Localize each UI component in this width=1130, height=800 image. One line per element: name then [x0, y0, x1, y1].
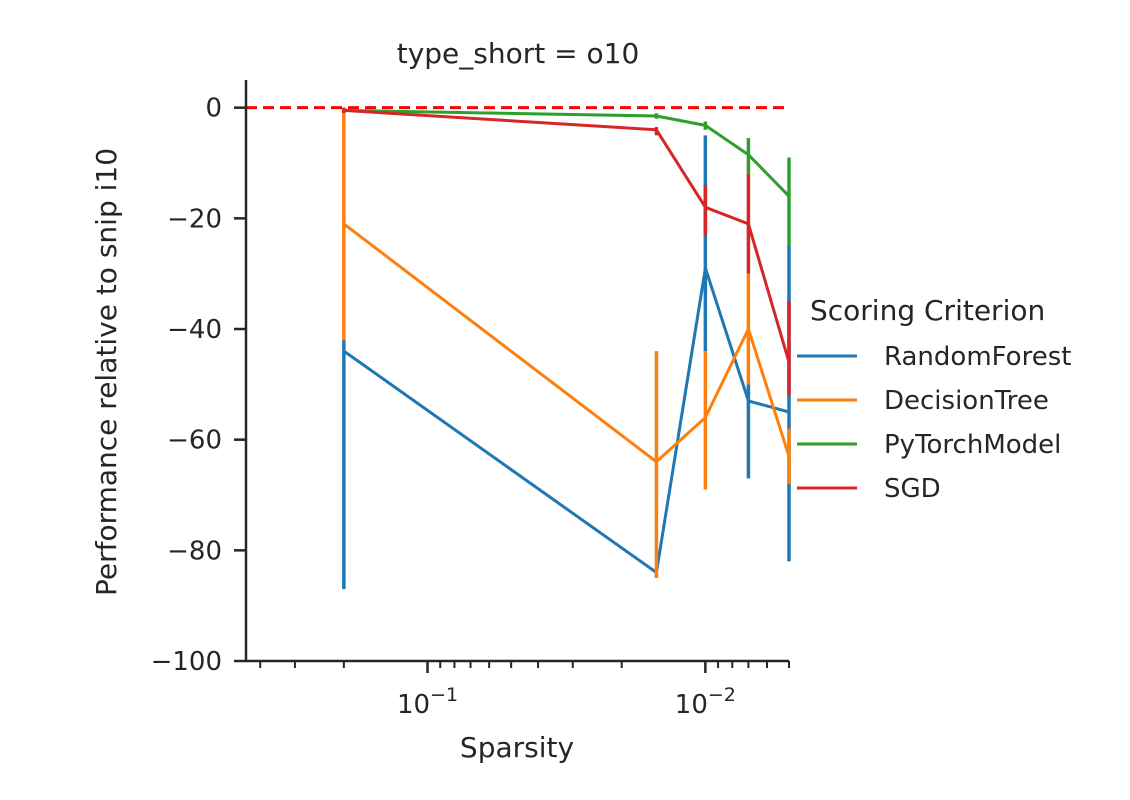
x-axis-label: Sparsity [460, 731, 574, 764]
series-line-decisiontree [342, 222, 791, 464]
legend-label-sgd: SGD [884, 474, 941, 504]
series-line-randomforest [343, 266, 790, 574]
chart-title: type_short = o10 [397, 37, 640, 70]
legend-entry-decisiontree: DecisionTree [797, 386, 1049, 416]
y-tick-label: −20 [167, 204, 222, 234]
legend-title: Scoring Criterion [810, 294, 1045, 327]
axes: 0 −20 −40 −60 −80 −100 10−1 10−2 [151, 80, 790, 720]
x-tick-label: 10−1 [397, 684, 458, 720]
series-line-pytorchmodel [343, 108, 791, 198]
plot-area [246, 106, 791, 590]
y-tick-label: −40 [167, 315, 222, 345]
y-axis-label: Performance relative to snip i10 [90, 148, 123, 596]
series-line-sgd [343, 108, 791, 363]
legend-entry-pytorchmodel: PyTorchModel [797, 430, 1061, 460]
legend-entry-randomforest: RandomForest [797, 342, 1071, 372]
x-tick-label: 10−2 [675, 684, 736, 720]
legend-label-decisiontree: DecisionTree [884, 386, 1049, 416]
y-tick-label: −60 [167, 426, 222, 456]
y-tick-label: −100 [151, 647, 222, 677]
legend-entry-sgd: SGD [797, 474, 941, 504]
legend-label-randomforest: RandomForest [884, 342, 1071, 372]
y-tick-label: −80 [167, 536, 222, 566]
legend: Scoring Criterion RandomForest DecisionT… [797, 294, 1071, 504]
legend-label-pytorchmodel: PyTorchModel [884, 430, 1061, 460]
y-tick-label: 0 [205, 94, 222, 124]
